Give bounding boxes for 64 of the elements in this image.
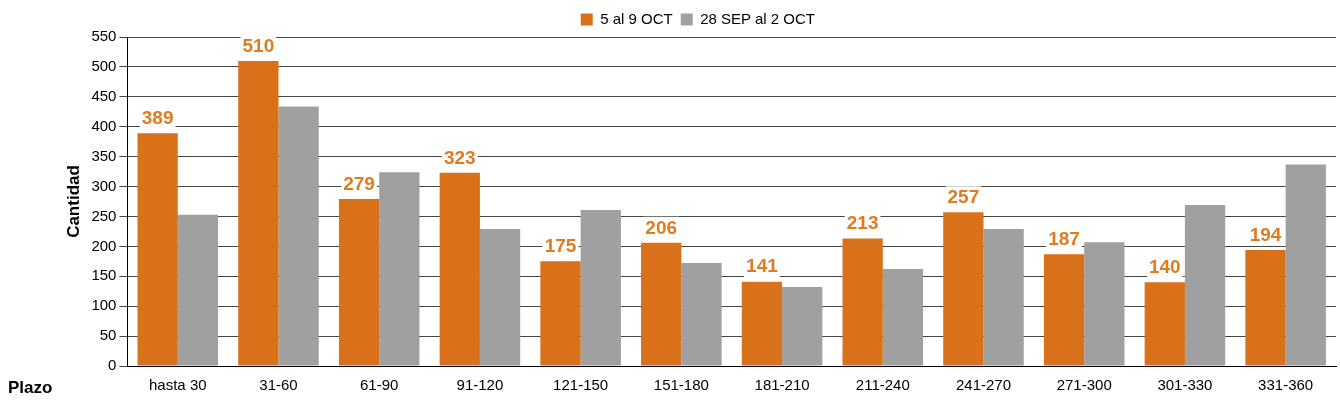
y-tick-label: 0 xyxy=(108,356,117,374)
x-tick-label: 271-300 xyxy=(1056,376,1112,394)
y-tick-label: 300 xyxy=(91,176,117,194)
data-label: 510 xyxy=(242,34,275,56)
y-tick-label: 400 xyxy=(91,116,117,134)
bar xyxy=(741,281,783,366)
y-axis-title: Cantidad xyxy=(63,165,83,238)
y-tick-label: 550 xyxy=(91,27,117,45)
bar xyxy=(439,172,480,366)
x-tick-label: 61-90 xyxy=(360,376,399,394)
bar xyxy=(842,238,883,366)
bar xyxy=(238,60,279,366)
data-label: 257 xyxy=(947,186,980,207)
y-tick-label: 50 xyxy=(99,326,117,344)
bar xyxy=(479,229,521,366)
data-label: 140 xyxy=(1148,255,1181,277)
bar xyxy=(882,269,924,366)
x-tick-label: 151-180 xyxy=(653,376,709,394)
x-tick-label: 211-240 xyxy=(855,376,910,394)
bar xyxy=(1184,205,1226,366)
y-tick-label: 200 xyxy=(91,236,117,254)
bar xyxy=(338,199,380,366)
data-label: 175 xyxy=(544,235,577,257)
bar xyxy=(1144,282,1185,366)
y-tick-label: 450 xyxy=(91,86,117,104)
x-axis-title: Plazo xyxy=(8,377,53,397)
bar xyxy=(1084,242,1125,366)
y-tick-label: 500 xyxy=(91,57,117,75)
x-tick-label: 181-210 xyxy=(754,376,810,394)
legend-label: 28 SEP al 2 OCT xyxy=(700,9,816,27)
bar xyxy=(1245,249,1286,366)
bar xyxy=(782,287,823,366)
data-label: 213 xyxy=(846,212,879,234)
x-tick-label: 241-270 xyxy=(955,376,1012,394)
bar xyxy=(379,172,420,366)
bar xyxy=(943,212,984,366)
x-tick-label: 301-330 xyxy=(1157,376,1213,394)
data-label: 187 xyxy=(1048,227,1080,249)
bar xyxy=(681,263,722,366)
y-tick-label: 150 xyxy=(91,266,117,284)
data-label: 141 xyxy=(746,255,779,277)
bar xyxy=(1043,254,1085,366)
bar xyxy=(278,106,319,366)
bar xyxy=(580,209,621,366)
x-tick-label: 121-150 xyxy=(553,376,609,394)
x-tick-label: 31-60 xyxy=(259,376,298,394)
data-label: 279 xyxy=(343,172,375,194)
data-label: 194 xyxy=(1249,223,1282,245)
data-label: 206 xyxy=(645,216,678,238)
x-tick-label: hasta 30 xyxy=(149,376,207,394)
x-tick-label: 331-360 xyxy=(1258,376,1314,394)
data-label: 323 xyxy=(443,146,476,168)
data-label: 389 xyxy=(141,107,174,129)
bar xyxy=(137,133,178,366)
y-tick-label: 250 xyxy=(91,206,117,224)
y-tick-label: 350 xyxy=(91,146,117,164)
bar xyxy=(177,214,219,366)
bar xyxy=(641,242,682,366)
bar xyxy=(540,261,581,366)
legend-label: 5 al 9 OCT xyxy=(600,9,673,27)
bar xyxy=(1285,164,1326,366)
x-tick-label: 91-120 xyxy=(456,376,504,394)
bar xyxy=(983,229,1024,366)
y-tick-label: 100 xyxy=(91,296,117,314)
